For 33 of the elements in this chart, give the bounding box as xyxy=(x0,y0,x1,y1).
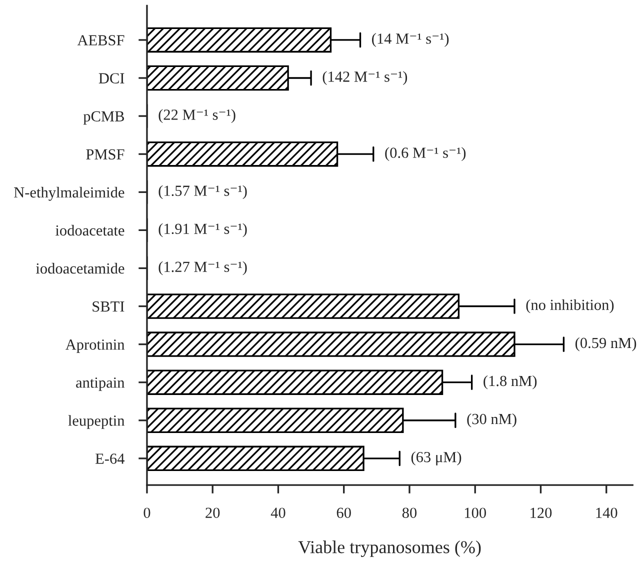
annotation: (22 M⁻¹ s⁻¹) xyxy=(158,109,236,123)
annotation: (0.6 M⁻¹ s⁻¹) xyxy=(385,147,466,162)
annotation: (1.91 M⁻¹ s⁻¹) xyxy=(158,223,247,238)
annotation: (1.27 M⁻¹ s⁻¹) xyxy=(158,261,247,276)
y-tick-label: pCMB xyxy=(83,111,124,125)
y-tick-label: SBTI xyxy=(92,301,124,312)
annotation: (142 M⁻¹ s⁻¹) xyxy=(322,71,408,85)
y-tick-label: antipain xyxy=(76,378,125,391)
x-tick-label: 140 xyxy=(596,508,618,518)
y-tick-label: PMSF xyxy=(86,149,124,160)
annotation: (30 nM) xyxy=(467,413,516,428)
annotation: (14 M⁻¹ s⁻¹) xyxy=(372,33,449,47)
annotation: (63 μM) xyxy=(411,451,462,466)
y-tick-label: E-64 xyxy=(95,454,125,464)
annotation: (1.57 M⁻¹ s⁻¹) xyxy=(158,185,247,200)
y-tick-label: leupeptin xyxy=(68,415,125,429)
x-tick-label: 120 xyxy=(530,508,552,518)
x-tick-label: 60 xyxy=(336,508,351,518)
x-axis-title: Viable trypanosomes (%) xyxy=(298,540,481,557)
y-tick-label: iodoacetamide xyxy=(36,262,124,274)
x-tick-label: 20 xyxy=(206,508,220,518)
y-tick-label: iodoacetate xyxy=(56,224,124,236)
annotation: (1.8 nM) xyxy=(484,375,537,390)
y-tick-label: Aprotinin xyxy=(65,339,125,353)
y-tick-label: DCI xyxy=(98,73,124,84)
x-tick-label: 0 xyxy=(144,508,150,518)
x-tick-label: 80 xyxy=(402,508,417,518)
x-tick-label: 100 xyxy=(464,508,486,518)
x-tick-label: 40 xyxy=(270,508,286,518)
annotation: (0.59 nM) xyxy=(575,337,636,352)
y-tick-label: AEBSF xyxy=(77,35,124,46)
annotation: (no inhibition) xyxy=(526,299,614,314)
y-tick-label: N-ethylmaleimide xyxy=(14,186,124,201)
